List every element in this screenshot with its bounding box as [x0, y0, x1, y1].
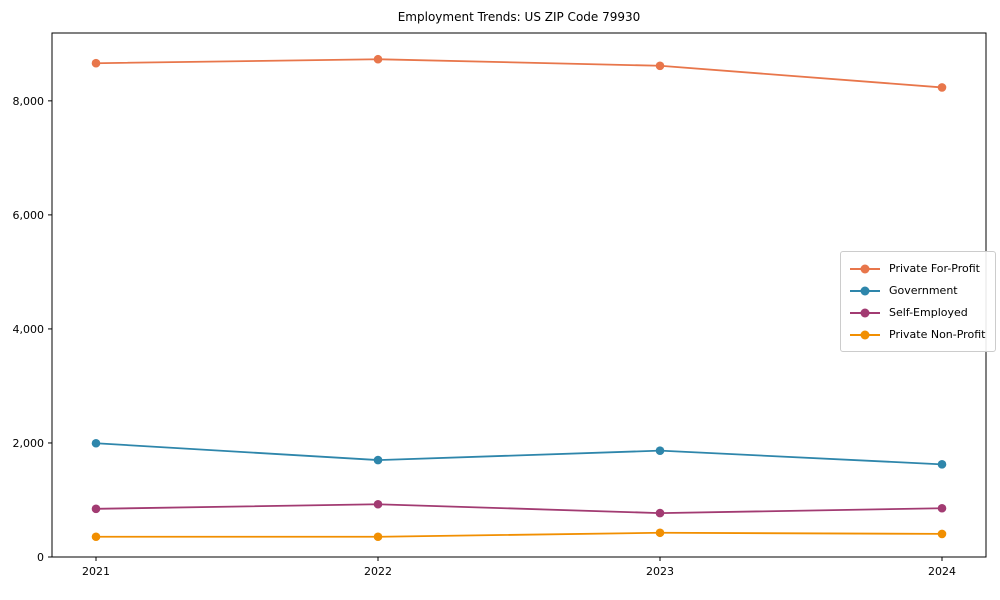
legend-item: Private Non-Profit — [850, 326, 985, 343]
legend-marker — [850, 264, 880, 274]
data-point-private-non-profit — [373, 532, 383, 542]
plot-line-self-employed — [95, 503, 943, 514]
legend-label: Private For-Profit — [889, 262, 980, 275]
data-point-private-for-profit — [937, 83, 947, 92]
data-point-private-non-profit — [937, 529, 947, 539]
data-point-government — [91, 438, 101, 448]
plot-line-government — [95, 442, 943, 466]
x-tick-label: 2024 — [928, 565, 956, 578]
data-point-private-for-profit — [373, 54, 383, 64]
y-tick-label: 4,000 — [13, 323, 45, 336]
data-point-self-employed — [91, 504, 101, 514]
plot-line-private-non-profit — [96, 531, 943, 538]
data-point-self-employed — [937, 503, 947, 513]
chart-title: Employment Trends: US ZIP Code 79930 — [397, 10, 641, 24]
y-tick-label: 6,000 — [13, 209, 45, 222]
legend-marker — [850, 308, 880, 318]
data-point-private-for-profit — [655, 61, 665, 71]
data-point-private-for-profit — [91, 58, 101, 68]
legend-marker — [850, 330, 880, 340]
x-tick-label: 2023 — [646, 565, 674, 578]
x-tick-label: 2021 — [82, 565, 110, 578]
plot-line-private-for-profit — [95, 58, 943, 89]
data-point-private-non-profit — [655, 528, 665, 538]
y-tick-label: 0 — [37, 551, 44, 564]
y-tick-label: 8,000 — [13, 95, 45, 108]
data-point-government — [937, 460, 947, 469]
x-tick-label: 2022 — [364, 565, 392, 578]
legend-item: Government — [850, 282, 985, 299]
data-point-self-employed — [655, 508, 665, 518]
legend-label: Government — [889, 284, 958, 297]
chart-legend: Private For-Profit Government Self-Employe… — [840, 251, 997, 352]
legend-item: Private For-Profit — [850, 260, 985, 277]
data-point-private-non-profit — [91, 532, 101, 542]
legend-item: Self-Employed — [850, 304, 985, 321]
legend-marker — [850, 286, 880, 296]
legend-label: Private Non-Profit — [889, 328, 986, 341]
data-point-self-employed — [373, 499, 383, 509]
data-point-government — [373, 455, 383, 465]
legend-label: Self-Employed — [889, 306, 968, 319]
y-tick-label: 2,000 — [13, 437, 45, 450]
data-point-government — [655, 446, 665, 455]
